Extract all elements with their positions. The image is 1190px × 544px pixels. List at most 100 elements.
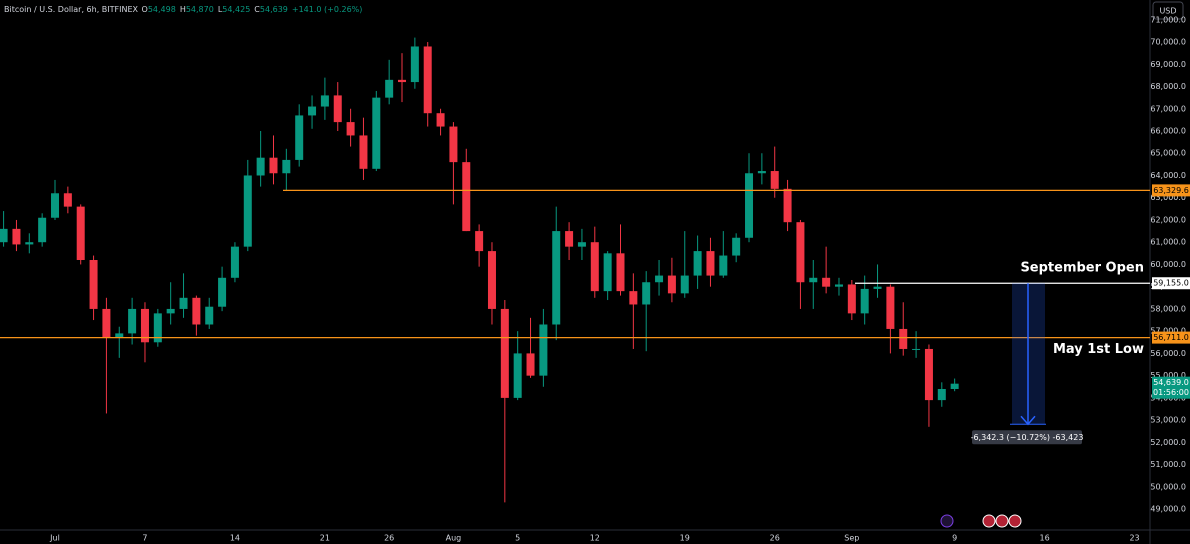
candle-body bbox=[834, 284, 843, 287]
level-price-box bbox=[1152, 277, 1190, 290]
y-tick-label: 70,000.0 bbox=[1150, 38, 1186, 47]
level-price-box bbox=[1152, 331, 1190, 344]
y-tick-label: 57,000.0 bbox=[1150, 327, 1186, 336]
y-tick-label: 58,000.0 bbox=[1150, 304, 1186, 313]
x-tick-label: 26 bbox=[770, 534, 780, 543]
candle-body bbox=[166, 308, 175, 314]
candle-body bbox=[667, 275, 676, 294]
header-text: 54,425 bbox=[222, 5, 250, 14]
x-tick-label: 26 bbox=[384, 534, 394, 543]
y-tick-label: 49,000.0 bbox=[1150, 505, 1186, 514]
candle-body bbox=[462, 162, 471, 232]
candle-body bbox=[552, 231, 561, 325]
candle-body bbox=[0, 228, 8, 243]
candle-body bbox=[333, 95, 342, 123]
candle-body bbox=[475, 231, 484, 252]
candle-body bbox=[269, 157, 278, 174]
y-tick-label: 62,000.0 bbox=[1150, 215, 1186, 224]
plot bbox=[0, 37, 959, 503]
x-tick-label: 7 bbox=[142, 534, 147, 543]
candle-body bbox=[282, 159, 291, 174]
event-icon[interactable] bbox=[982, 514, 996, 528]
candle-body bbox=[140, 308, 149, 343]
event-icon[interactable] bbox=[940, 514, 954, 528]
candle-body bbox=[719, 255, 728, 276]
candle-body bbox=[822, 277, 831, 287]
candle-body bbox=[218, 277, 227, 307]
header-text: H bbox=[180, 5, 186, 14]
header-text: Bitcoin / U.S. Dollar, 6h, BITFINEX bbox=[4, 5, 139, 14]
candle-body bbox=[51, 193, 60, 218]
candle-body bbox=[886, 286, 895, 329]
candle-body bbox=[372, 97, 381, 169]
candle-body bbox=[526, 353, 535, 376]
candle-body bbox=[295, 115, 304, 160]
event-icon[interactable] bbox=[1008, 514, 1022, 528]
candle-body bbox=[243, 175, 252, 247]
candle-body bbox=[500, 308, 509, 398]
candle-body bbox=[860, 288, 869, 314]
x-tick-label: Jul bbox=[49, 534, 60, 543]
level-price-label: 59,155.0 bbox=[1153, 279, 1189, 288]
event-icon[interactable] bbox=[995, 514, 1009, 528]
candle-body bbox=[102, 308, 111, 338]
measure-label-box bbox=[972, 430, 1082, 445]
y-tick-label: 51,000.0 bbox=[1150, 460, 1186, 469]
candle-body bbox=[539, 324, 548, 376]
candle-body bbox=[398, 79, 407, 83]
candle-body bbox=[655, 275, 664, 283]
candle-body bbox=[680, 275, 689, 294]
y-tick-label: 52,000.0 bbox=[1150, 438, 1186, 447]
y-tick-label: 66,000.0 bbox=[1150, 126, 1186, 135]
y-tick-label: 68,000.0 bbox=[1150, 82, 1186, 91]
x-tick-label: 12 bbox=[590, 534, 600, 543]
candle-body bbox=[192, 297, 201, 325]
currency-button[interactable] bbox=[1152, 1, 1184, 20]
currency[interactable]: USD bbox=[1159, 7, 1176, 16]
x-tick-label: 16 bbox=[1040, 534, 1050, 543]
candle-body bbox=[410, 46, 419, 83]
candle-body bbox=[513, 353, 522, 398]
candle-body bbox=[590, 242, 599, 292]
level-price-label: 56,711.0 bbox=[1153, 333, 1189, 342]
last-price-box bbox=[1152, 376, 1190, 399]
y-tick-label: 63,000.0 bbox=[1150, 193, 1186, 202]
candle-body bbox=[423, 46, 432, 114]
candle-body bbox=[642, 282, 651, 305]
candle-body bbox=[230, 246, 239, 278]
x-tick-label: 23 bbox=[1129, 534, 1139, 543]
candle-body bbox=[899, 328, 908, 349]
candle-body bbox=[603, 253, 612, 292]
candle-body bbox=[346, 122, 355, 136]
y-tick-label: 55,000.0 bbox=[1150, 371, 1186, 380]
level-annotation: September Open bbox=[1020, 261, 1144, 276]
candle-body bbox=[63, 193, 72, 207]
header-text: O bbox=[142, 5, 148, 14]
candle-body bbox=[809, 277, 818, 283]
y-tick-label: 50,000.0 bbox=[1150, 482, 1186, 491]
candle-body bbox=[359, 135, 368, 169]
x-tick-label: 5 bbox=[515, 534, 520, 543]
candle-body bbox=[796, 222, 805, 283]
candle-body bbox=[745, 173, 754, 238]
candle-body bbox=[153, 313, 162, 343]
candle-body bbox=[256, 157, 265, 176]
x-tick-label: 21 bbox=[320, 534, 330, 543]
candle-body bbox=[783, 188, 792, 223]
candle-body bbox=[757, 171, 766, 174]
y-tick-label: 71,000.0 bbox=[1150, 15, 1186, 24]
countdown: 01:56:00 bbox=[1153, 388, 1189, 397]
candle-body bbox=[770, 171, 779, 189]
candle-body bbox=[616, 253, 625, 292]
candle-body bbox=[693, 251, 702, 276]
y-tick-label: 67,000.0 bbox=[1150, 104, 1186, 113]
candle-body bbox=[115, 333, 124, 338]
y-tick-label: 53,000.0 bbox=[1150, 416, 1186, 425]
x-tick-label: 9 bbox=[952, 534, 957, 543]
x-tick-label: 19 bbox=[680, 534, 690, 543]
candle-body bbox=[950, 383, 959, 389]
y-tick-label: 69,000.0 bbox=[1150, 60, 1186, 69]
header-text: 54,639 bbox=[260, 5, 288, 14]
